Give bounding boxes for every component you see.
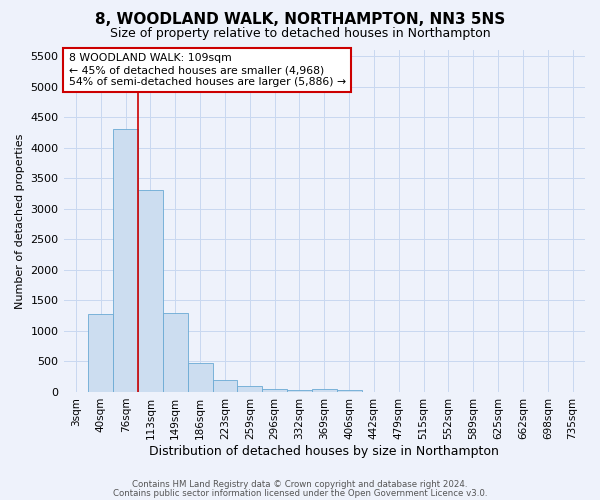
Text: 8, WOODLAND WALK, NORTHAMPTON, NN3 5NS: 8, WOODLAND WALK, NORTHAMPTON, NN3 5NS — [95, 12, 505, 28]
Bar — [188, 362, 212, 392]
Bar — [113, 130, 138, 392]
Bar — [238, 386, 262, 392]
Bar — [163, 313, 188, 392]
Bar — [212, 380, 238, 392]
Text: Size of property relative to detached houses in Northampton: Size of property relative to detached ho… — [110, 28, 490, 40]
Bar — [262, 388, 287, 392]
Bar — [312, 389, 337, 392]
Bar — [138, 190, 163, 392]
Y-axis label: Number of detached properties: Number of detached properties — [15, 134, 25, 308]
X-axis label: Distribution of detached houses by size in Northampton: Distribution of detached houses by size … — [149, 444, 499, 458]
Bar — [337, 390, 362, 392]
Text: Contains public sector information licensed under the Open Government Licence v3: Contains public sector information licen… — [113, 489, 487, 498]
Text: Contains HM Land Registry data © Crown copyright and database right 2024.: Contains HM Land Registry data © Crown c… — [132, 480, 468, 489]
Text: 8 WOODLAND WALK: 109sqm
← 45% of detached houses are smaller (4,968)
54% of semi: 8 WOODLAND WALK: 109sqm ← 45% of detache… — [69, 54, 346, 86]
Bar — [287, 390, 312, 392]
Bar — [88, 314, 113, 392]
